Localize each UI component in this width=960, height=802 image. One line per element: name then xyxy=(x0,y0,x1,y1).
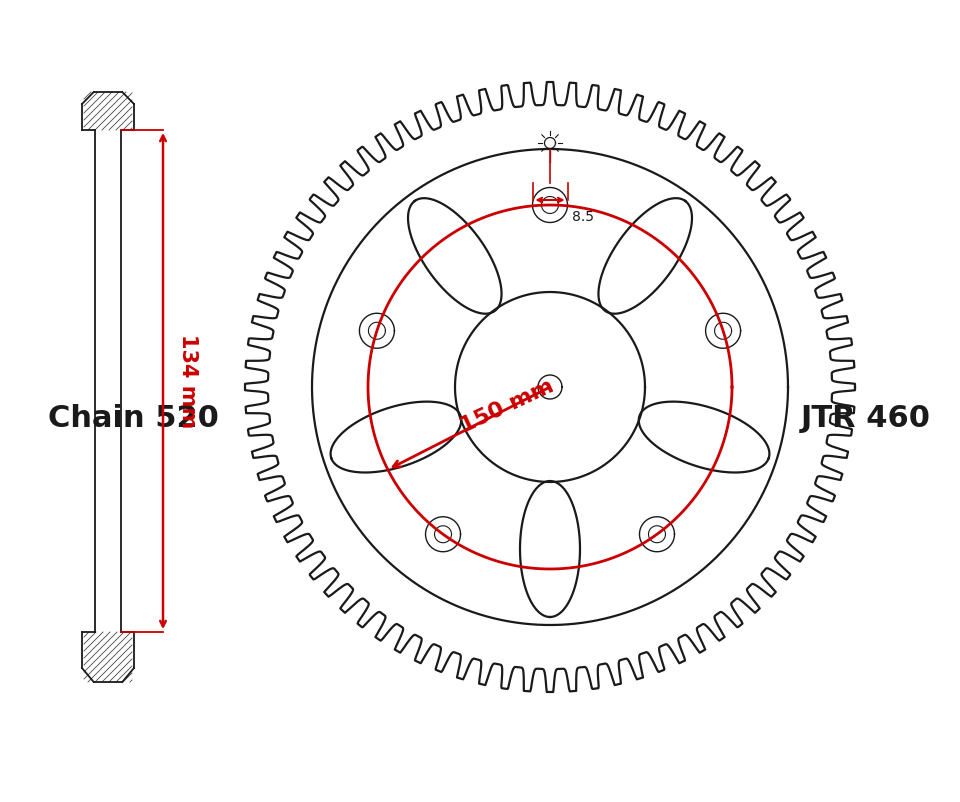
Text: Chain 520: Chain 520 xyxy=(48,404,219,433)
Text: 134 mm: 134 mm xyxy=(178,334,198,428)
Text: 8.5: 8.5 xyxy=(572,210,594,224)
Text: 150 mm: 150 mm xyxy=(457,376,557,436)
Text: JTR 460: JTR 460 xyxy=(802,404,931,433)
